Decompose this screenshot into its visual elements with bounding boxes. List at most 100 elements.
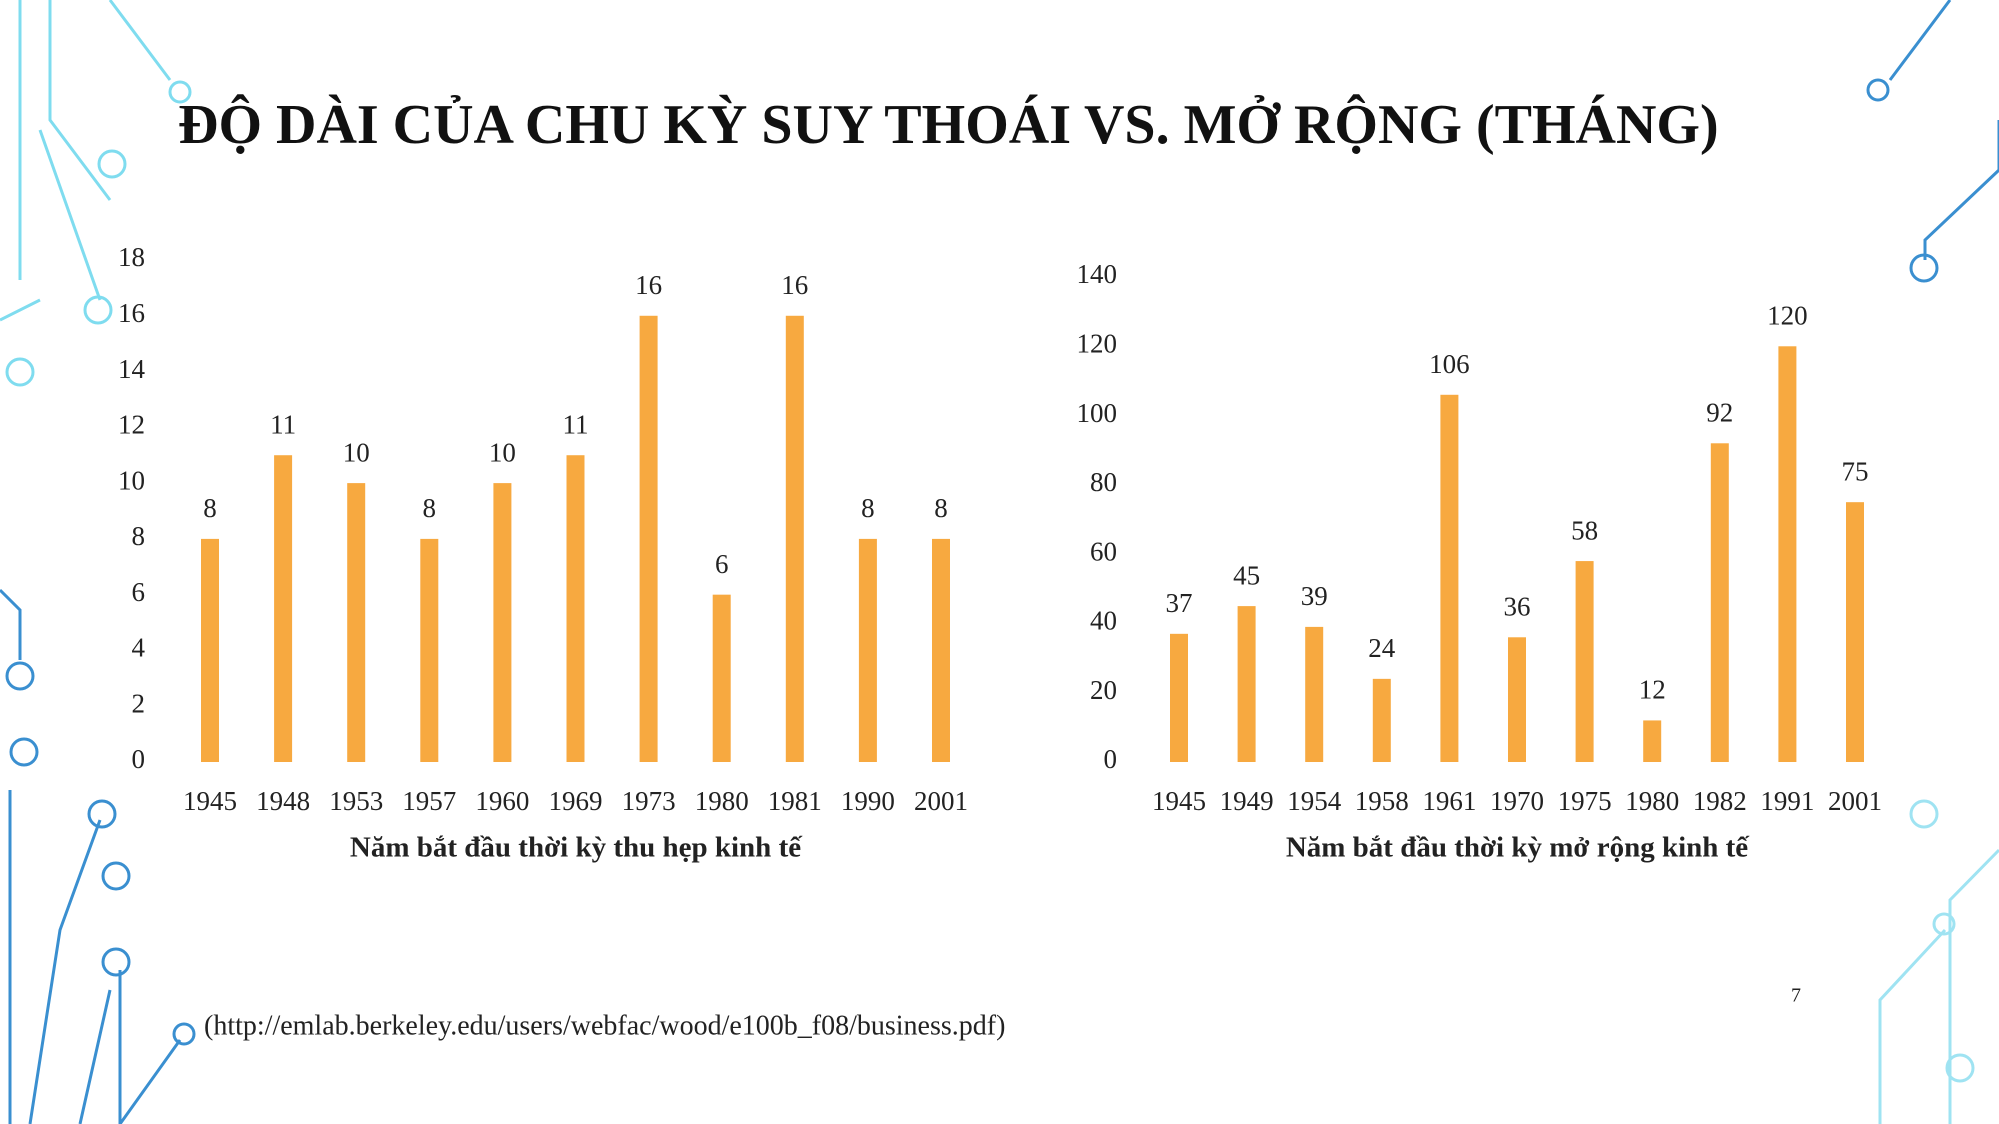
x-tick-label: 1948 (256, 786, 310, 816)
circuit-node (5, 357, 35, 387)
circuit-node (83, 295, 113, 325)
circuit-node (5, 661, 35, 691)
y-tick-label: 18 (118, 242, 145, 272)
x-axis-title: Năm bắt đầu thời kỳ mở rộng kinh tế (1286, 832, 1750, 864)
y-tick-label: 80 (1090, 467, 1117, 497)
data-label: 92 (1706, 397, 1733, 427)
x-tick-label: 1980 (695, 786, 749, 816)
x-tick-label: 1969 (549, 786, 603, 816)
data-label: 120 (1767, 300, 1808, 330)
slide-title: ĐỘ DÀI CỦA CHU KỲ SUY THOÁI VS. MỞ RỘNG … (178, 93, 1719, 156)
data-label: 12 (1639, 675, 1666, 705)
y-tick-label: 20 (1090, 675, 1117, 705)
bar (932, 538, 950, 762)
x-tick-label: 1982 (1693, 786, 1747, 816)
data-label: 37 (1166, 588, 1193, 618)
x-tick-label: 1975 (1558, 786, 1612, 816)
circuit-line (0, 0, 172, 322)
bar (566, 455, 585, 762)
x-tick-label: 1981 (768, 786, 822, 816)
circuit-node (168, 80, 192, 104)
page-number: 7 (1791, 985, 1801, 1007)
bar (1643, 720, 1662, 762)
data-label: 11 (563, 409, 589, 439)
data-label: 8 (934, 493, 948, 523)
bar (420, 538, 439, 762)
y-tick-label: 60 (1090, 536, 1117, 566)
bar (1440, 394, 1459, 762)
data-label: 11 (270, 409, 296, 439)
x-tick-label: 1945 (1152, 786, 1206, 816)
bar (493, 483, 512, 762)
data-label: 39 (1301, 581, 1328, 611)
bar (1305, 626, 1324, 762)
x-tick-label: 1961 (1422, 786, 1476, 816)
x-tick-label: 2001 (914, 786, 968, 816)
data-label: 6 (715, 549, 729, 579)
x-tick-label: 1958 (1355, 786, 1409, 816)
circuit-node (1945, 1053, 1975, 1083)
bar (274, 455, 293, 762)
data-label: 8 (423, 493, 437, 523)
circuit-node (97, 149, 127, 179)
bar (1575, 561, 1594, 762)
y-tick-label: 40 (1090, 606, 1117, 636)
x-tick-label: 1957 (402, 786, 456, 816)
y-tick-label: 4 (132, 633, 146, 663)
circuit-node (1909, 799, 1939, 829)
x-tick-label: 1949 (1220, 786, 1274, 816)
bar (712, 594, 731, 762)
x-tick-label: 1960 (475, 786, 529, 816)
x-tick-label: 1973 (622, 786, 676, 816)
circuit-line (1888, 0, 1999, 260)
y-tick-label: 0 (132, 744, 146, 774)
bar (347, 483, 366, 762)
source-note: (http://emlab.berkeley.edu/users/webfac/… (204, 1010, 1005, 1041)
bar (785, 315, 804, 762)
x-tick-label: 1990 (841, 786, 895, 816)
data-label: 8 (861, 493, 875, 523)
bar (1846, 502, 1864, 762)
circuit-line (0, 588, 182, 1124)
circuit-node (9, 737, 39, 767)
y-tick-label: 8 (132, 521, 146, 551)
data-label: 58 (1571, 515, 1598, 545)
data-label: 8 (203, 493, 217, 523)
y-tick-label: 12 (118, 410, 145, 440)
y-tick-label: 14 (118, 354, 146, 384)
circuit-node (87, 799, 117, 829)
y-tick-label: 6 (132, 577, 146, 607)
bar (1508, 637, 1526, 762)
circuit-node (101, 861, 131, 891)
y-tick-label: 140 (1077, 259, 1118, 289)
circuit-node (1932, 912, 1956, 936)
y-tick-label: 10 (118, 465, 145, 495)
data-label: 75 (1842, 456, 1869, 486)
bar (1237, 606, 1256, 762)
x-axis-title: Năm bắt đầu thời kỳ thu hẹp kinh tế (350, 832, 803, 864)
x-tick-label: 1953 (329, 786, 383, 816)
data-label: 36 (1504, 591, 1531, 621)
circuit-node (1866, 78, 1890, 102)
bar (1372, 678, 1391, 762)
bar (1710, 443, 1729, 762)
x-tick-label: 1970 (1490, 786, 1544, 816)
y-tick-label: 100 (1077, 398, 1118, 428)
bar (639, 315, 658, 762)
y-tick-label: 120 (1077, 328, 1118, 358)
bar (1778, 346, 1797, 762)
circuit-line (1878, 848, 1999, 1124)
bar (201, 538, 219, 762)
data-label: 16 (635, 270, 662, 300)
y-tick-label: 0 (1104, 744, 1118, 774)
data-label: 16 (781, 270, 808, 300)
circuit-node (101, 947, 131, 977)
y-tick-label: 16 (118, 298, 145, 328)
x-tick-label: 1991 (1760, 786, 1814, 816)
data-label: 45 (1233, 560, 1260, 590)
circuit-node (172, 1022, 196, 1046)
data-label: 10 (343, 437, 370, 467)
